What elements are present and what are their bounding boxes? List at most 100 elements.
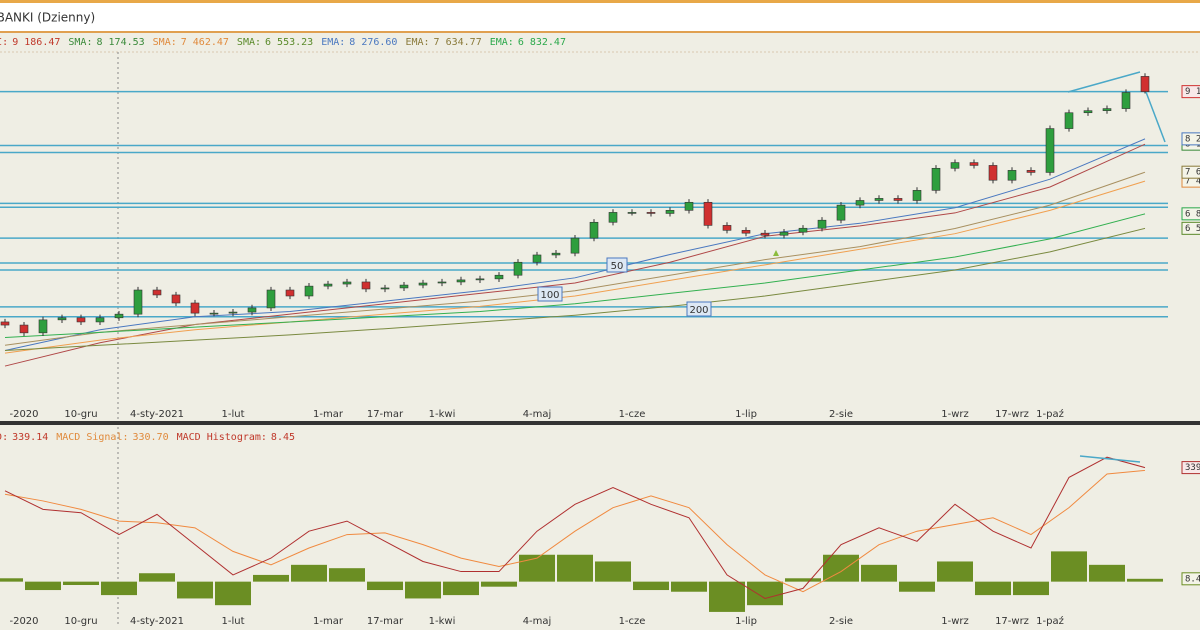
moving-average-line	[4, 180, 1146, 354]
histogram-bar	[291, 564, 327, 582]
moving-average-line	[4, 138, 1146, 351]
candle-body	[969, 162, 979, 166]
x-tick-label: 4-sty-2021	[130, 409, 184, 420]
price-label: 6 553.23	[1185, 224, 1200, 234]
candle-body	[342, 281, 352, 285]
arrow-marker	[773, 250, 779, 256]
legend-value: 8 174.53	[96, 37, 144, 48]
candle-body	[228, 311, 238, 314]
candle-body	[133, 289, 143, 315]
histogram-bar	[405, 581, 441, 599]
candle-body	[437, 281, 447, 284]
price-label-box	[1181, 221, 1200, 235]
legend-name: EMA:	[405, 37, 429, 48]
candle-body	[1102, 108, 1112, 111]
histogram-bar	[253, 574, 289, 582]
histogram-bar	[519, 554, 555, 582]
ma-tag-box	[537, 286, 563, 302]
candle-body	[209, 312, 219, 315]
histogram-bar	[785, 578, 821, 582]
candle-body	[76, 317, 86, 323]
legend-name: SMA:	[237, 37, 261, 48]
legend-name: WIG-BANKI:	[0, 37, 8, 48]
candle-body	[722, 225, 732, 231]
x-tick-label: 17-mar	[367, 616, 404, 627]
candle-body	[608, 212, 618, 223]
histogram-bar	[899, 581, 935, 592]
histogram-bar	[481, 581, 517, 587]
candle-body	[931, 167, 941, 191]
x-tick-label: 1-mar	[313, 616, 344, 627]
price-label: 6 832.47	[1185, 209, 1200, 219]
candle-body	[627, 212, 637, 214]
price-label: 9 186.47	[1185, 87, 1200, 97]
plot-layer: 50 100 200 -2020 -2020 10-gru 10-gru 4-sty-2021…	[0, 73, 1200, 627]
candle-body	[589, 221, 599, 239]
price-label: 7 462.47	[1185, 177, 1200, 187]
price-label-box	[1181, 132, 1200, 146]
ma-tag-box	[606, 257, 628, 273]
candle-body	[19, 324, 29, 334]
candle-body	[570, 237, 580, 254]
legend-name: SMA:	[153, 37, 177, 48]
price-label-box	[1181, 85, 1200, 99]
candle-body	[817, 219, 827, 229]
candle-body	[703, 201, 713, 226]
x-tick-label: -2020	[9, 409, 38, 420]
legend-name: EMA:	[321, 37, 345, 48]
candle-body	[665, 210, 675, 214]
histogram-bar	[1127, 578, 1163, 582]
histogram-bar	[0, 578, 23, 582]
candle-body	[874, 198, 884, 201]
legend-value: 7 462.47	[181, 37, 229, 48]
ma-tag-box	[686, 301, 712, 317]
histogram-bar	[367, 581, 403, 591]
histogram-bar	[709, 581, 745, 612]
chart-title: WIG-BANKI (Dzienny)	[0, 11, 95, 25]
legend-value: 8.45	[271, 432, 295, 443]
macd-label: 339.14	[1185, 463, 1200, 473]
x-tick-label: 1-kwi	[429, 616, 456, 627]
histogram-bar	[443, 581, 479, 596]
candle-body	[285, 289, 295, 297]
x-tick-label: 4-maj	[523, 616, 552, 627]
x-tick-label: -2020	[9, 616, 38, 627]
x-tick-label: 1-wrz	[941, 616, 969, 627]
candle-body	[494, 274, 504, 280]
candle-body	[1064, 112, 1074, 129]
legend-value: 9 186.47	[12, 37, 60, 48]
histogram-bar	[861, 564, 897, 582]
candle-body	[456, 279, 466, 283]
candle-body	[57, 317, 67, 321]
trend-line	[1079, 455, 1141, 463]
candle-body	[912, 190, 922, 201]
histogram-bar	[595, 561, 631, 582]
x-tick-label: 17-mar	[367, 409, 404, 420]
candle-body	[1045, 128, 1055, 173]
candle-body	[1026, 170, 1036, 173]
histogram-bar	[101, 581, 137, 596]
candle-body	[418, 282, 428, 286]
x-tick-label: 10-gru	[64, 409, 97, 420]
histogram-bar	[823, 554, 859, 582]
histogram-label-box	[1181, 572, 1200, 586]
candle-body	[893, 198, 903, 201]
candle-body	[380, 287, 390, 290]
legend-name: MACD:	[0, 432, 8, 443]
legend-value: 339.14	[12, 432, 48, 443]
legend-name: SMA:	[68, 37, 92, 48]
legend-value: 330.70	[132, 432, 168, 443]
histogram-bar	[215, 581, 251, 606]
legend-name: MACD Signal:	[56, 432, 128, 443]
x-tick-label: 1-mar	[313, 409, 344, 420]
ma-tag: 200	[689, 305, 708, 316]
x-tick-label: 1-cze	[619, 409, 646, 420]
candle-body	[855, 200, 865, 206]
candle-body	[323, 283, 333, 287]
x-tick-label: 4-sty-2021	[130, 616, 184, 627]
candle-body	[171, 294, 181, 304]
histogram-bar	[139, 573, 175, 582]
candle-body	[551, 252, 561, 256]
candle-body	[1083, 110, 1093, 114]
